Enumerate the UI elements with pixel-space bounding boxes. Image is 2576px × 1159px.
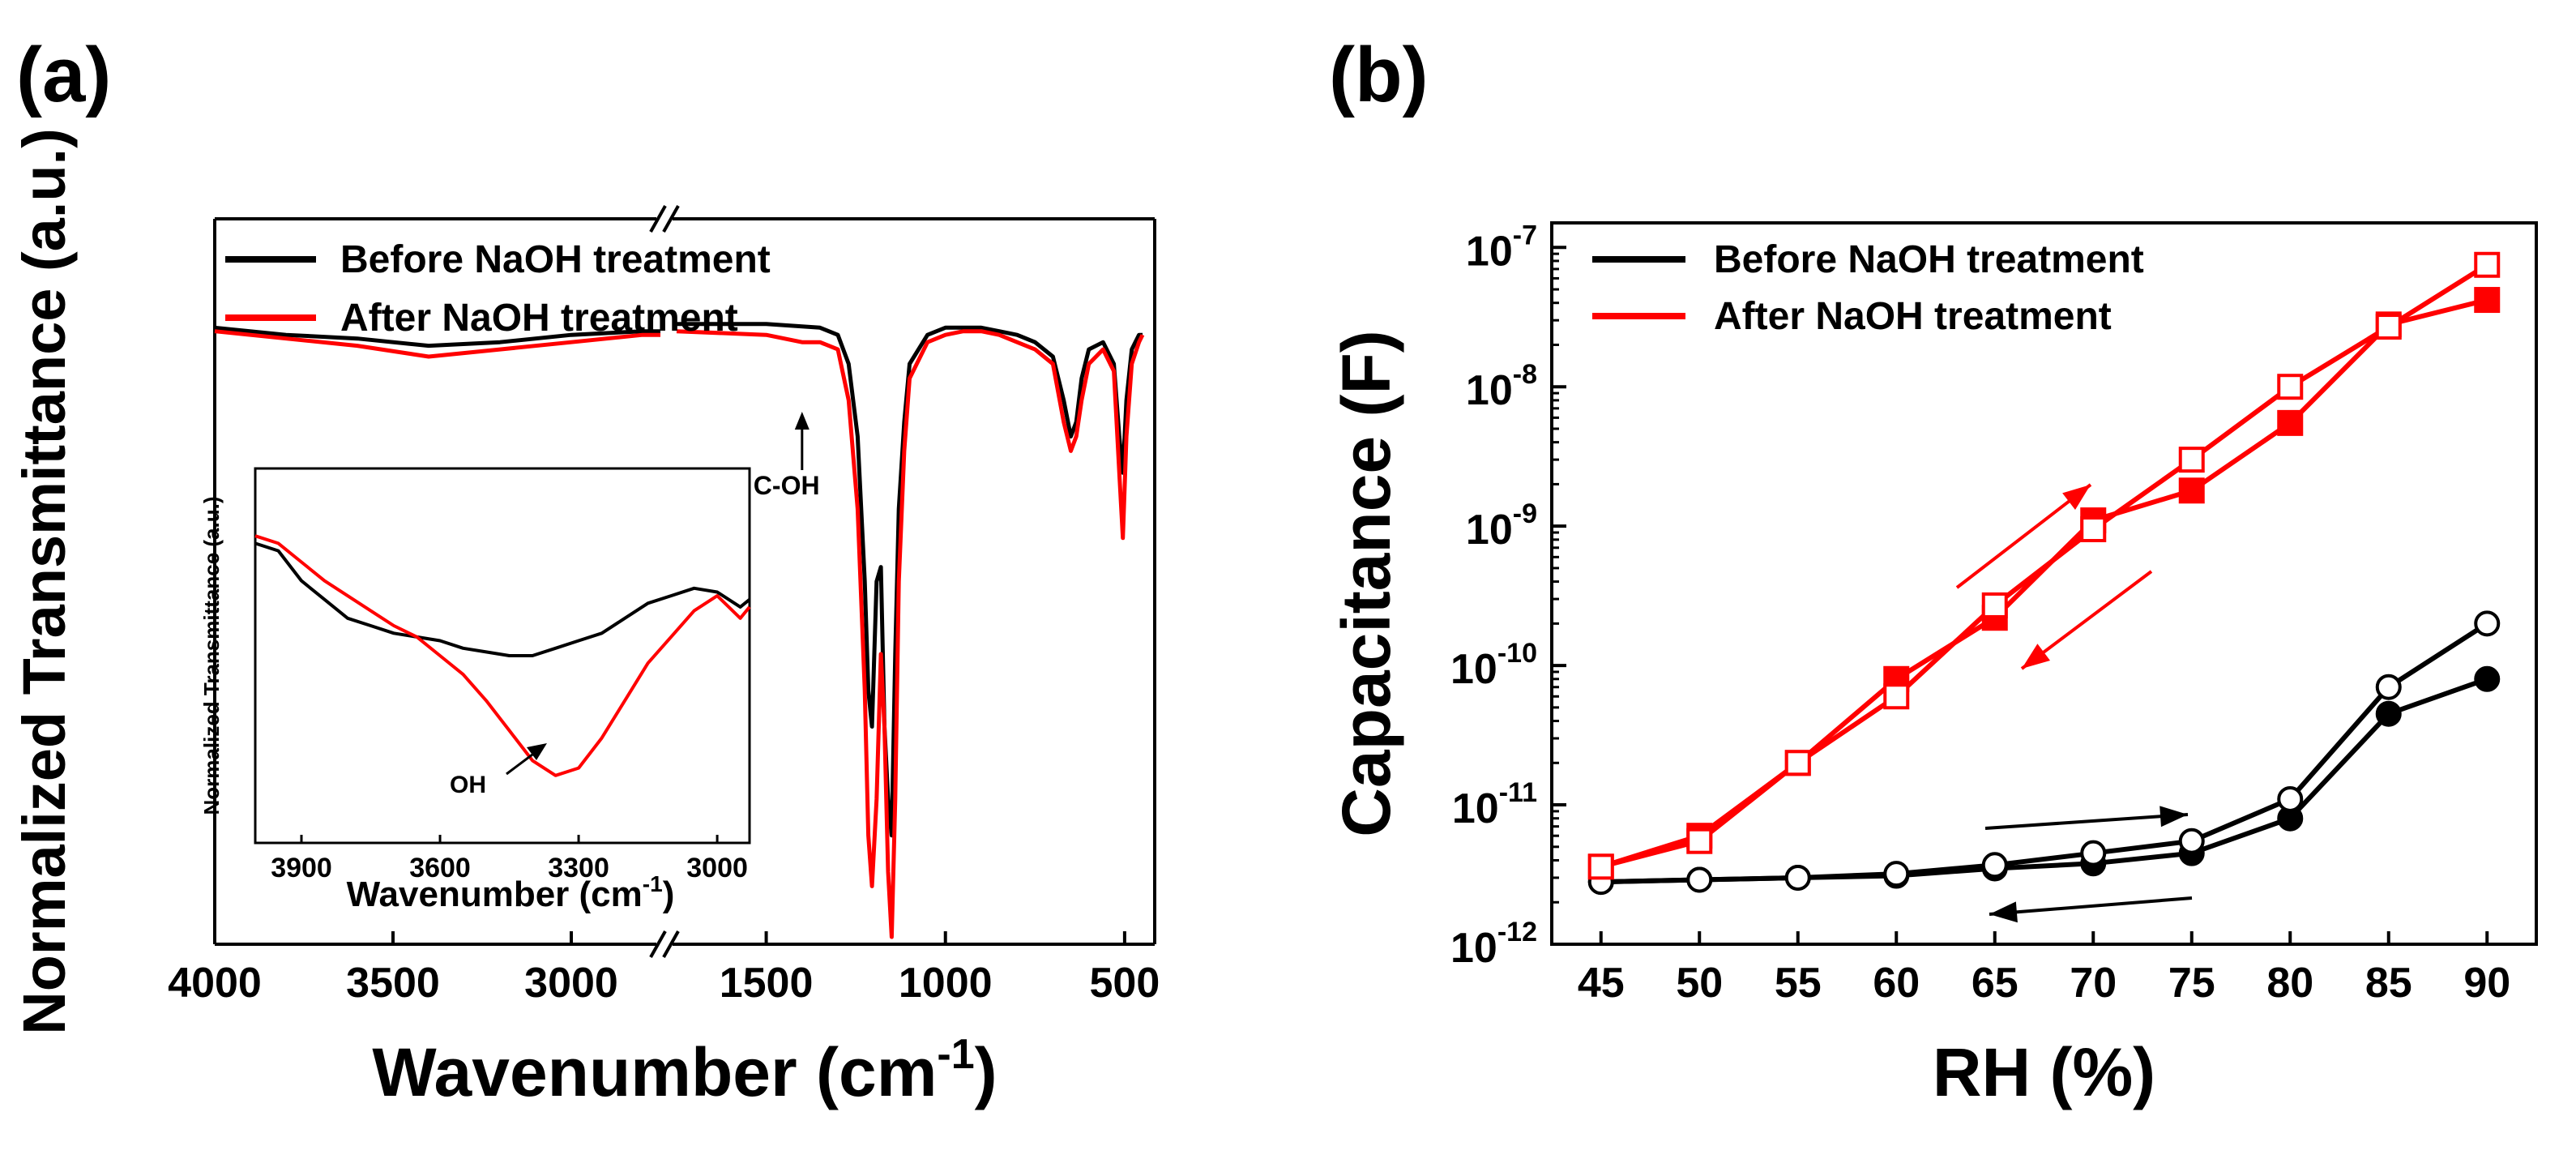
inset-x-tick-label: 3600	[409, 853, 471, 883]
annotation-arrowhead-oh	[527, 743, 547, 760]
inset-series-after-line	[254, 534, 751, 777]
panel-label-a: (a)	[16, 32, 111, 118]
x-tick-label: 70	[2070, 960, 2117, 1007]
series-line-square-open	[1600, 263, 2488, 870]
point-square-open	[2178, 447, 2205, 473]
annotation-arrowhead-coh	[794, 412, 810, 430]
series-line-circle-open	[1600, 621, 2488, 885]
y-tick-label: 10-12	[1450, 917, 1537, 972]
series-before-line	[677, 322, 1143, 838]
y-tick-label: 10-7	[1466, 220, 1537, 275]
point-circle-filled	[2474, 665, 2501, 692]
legend-label-before: Before NaOH treatment	[1714, 238, 2144, 281]
axis-break-mark	[662, 930, 680, 958]
axis-break-mark	[649, 205, 667, 233]
axis-break-mark	[662, 205, 680, 233]
x-tick-label: 90	[2463, 960, 2510, 1007]
legend-label-after: After NaOH treatment	[340, 297, 738, 340]
panel-a-ftir-chart: 4000 3500 3000 1500 1000 500 Wavenumber (cm-1)…	[11, 128, 1160, 1110]
point-circle-open	[1981, 852, 2008, 879]
x-tick-label: 75	[2168, 960, 2215, 1007]
y-tick-label: 10-10	[1450, 638, 1537, 693]
inset-x-axis-label: Wavenumber (cm-1)	[347, 871, 675, 914]
point-square-filled	[2474, 287, 2501, 314]
sweep-up-arrow-before-head	[2159, 806, 2188, 828]
y-axis-label-b: Capacitance (F)	[1328, 330, 1404, 837]
plot-frame-b	[1550, 221, 2538, 946]
legend-label-after: After NaOH treatment	[1714, 295, 2112, 338]
x-tick-label: 55	[1775, 960, 1822, 1007]
x-tick-label: 500	[1090, 960, 1160, 1007]
series-line-circle-filled	[1600, 676, 2488, 885]
x-tick-label: 3500	[346, 960, 440, 1007]
point-square-open	[2080, 515, 2107, 542]
point-circle-open	[2080, 840, 2107, 866]
y-axis-label: Normalized Transmittance (a.u.)	[11, 128, 78, 1035]
point-square-open	[1981, 592, 2008, 618]
point-circle-open	[1784, 864, 1811, 891]
sweep-down-arrow-after-head	[2022, 644, 2050, 669]
series-line-square-filled	[1600, 297, 2488, 870]
x-tick-label: 60	[1873, 960, 1920, 1007]
inset-x-tick-label: 3300	[548, 853, 609, 883]
point-square-open	[2277, 374, 2304, 400]
sweep-up-arrow-before	[1984, 813, 2189, 830]
point-square-open	[2474, 251, 2501, 278]
sweep-down-arrow-before-head	[1989, 901, 2018, 923]
x-tick-label: 45	[1578, 960, 1625, 1007]
point-circle-filled	[2375, 700, 2402, 727]
point-circle-open	[2178, 828, 2205, 854]
point-square-filled	[2178, 477, 2205, 504]
panel-b-capacitance-chart: 45 50 55 60 65 70 75 80 85 90 10-12 10-11 10-10 10-9 1…	[1328, 220, 2538, 1110]
sweep-up-arrow-after	[1955, 483, 2092, 589]
x-tick-label: 50	[1676, 960, 1723, 1007]
series-after-line	[214, 329, 660, 359]
point-square-open	[1686, 828, 1713, 854]
x-tick-label: 1500	[720, 960, 814, 1007]
annotation-label-coh: C-OH	[754, 471, 820, 500]
series-after-line	[676, 329, 1145, 939]
x-tick-label: 3000	[524, 960, 618, 1007]
x-tick-label: 4000	[168, 960, 262, 1007]
axis-break-mark	[649, 930, 667, 958]
sweep-down-arrow-before	[1989, 896, 2193, 916]
point-circle-open	[2474, 610, 2501, 637]
x-tick-label: 80	[2266, 960, 2313, 1007]
annotation-label-oh: OH	[450, 772, 486, 798]
point-circle-open	[2375, 674, 2402, 700]
point-square-open	[1784, 750, 1811, 776]
point-square-open	[1883, 683, 1910, 710]
y-tick-label: 10-9	[1466, 498, 1537, 554]
point-circle-open	[1883, 861, 1910, 887]
x-tick-label: 85	[2365, 960, 2412, 1007]
sweep-up-arrow-after-head	[2062, 485, 2091, 511]
y-tick-label: 10-8	[1466, 359, 1537, 414]
x-axis-label: Wavenumber (cm-1)	[372, 1031, 997, 1110]
x-tick-label: 65	[1972, 960, 2019, 1007]
series-before-line	[214, 325, 660, 349]
point-square-filled	[2277, 409, 2304, 436]
inset-x-tick-label: 3000	[686, 853, 748, 883]
point-square-open	[1587, 853, 1614, 880]
panel-label-b: (b)	[1329, 32, 1429, 118]
inset-series-before-line	[254, 541, 751, 657]
x-axis-label-b: RH (%)	[1933, 1034, 2155, 1110]
x-tick-label: 1000	[899, 960, 993, 1007]
inset-y-axis-label: Normalized Transmittance (a.u.)	[199, 497, 224, 815]
point-circle-open	[1686, 866, 1713, 893]
point-circle-open	[2277, 785, 2304, 812]
point-square-open	[2375, 314, 2402, 340]
legend-label-before: Before NaOH treatment	[340, 238, 771, 281]
y-tick-label: 10-11	[1452, 777, 1537, 832]
inset-x-tick-label: 3900	[271, 853, 332, 883]
